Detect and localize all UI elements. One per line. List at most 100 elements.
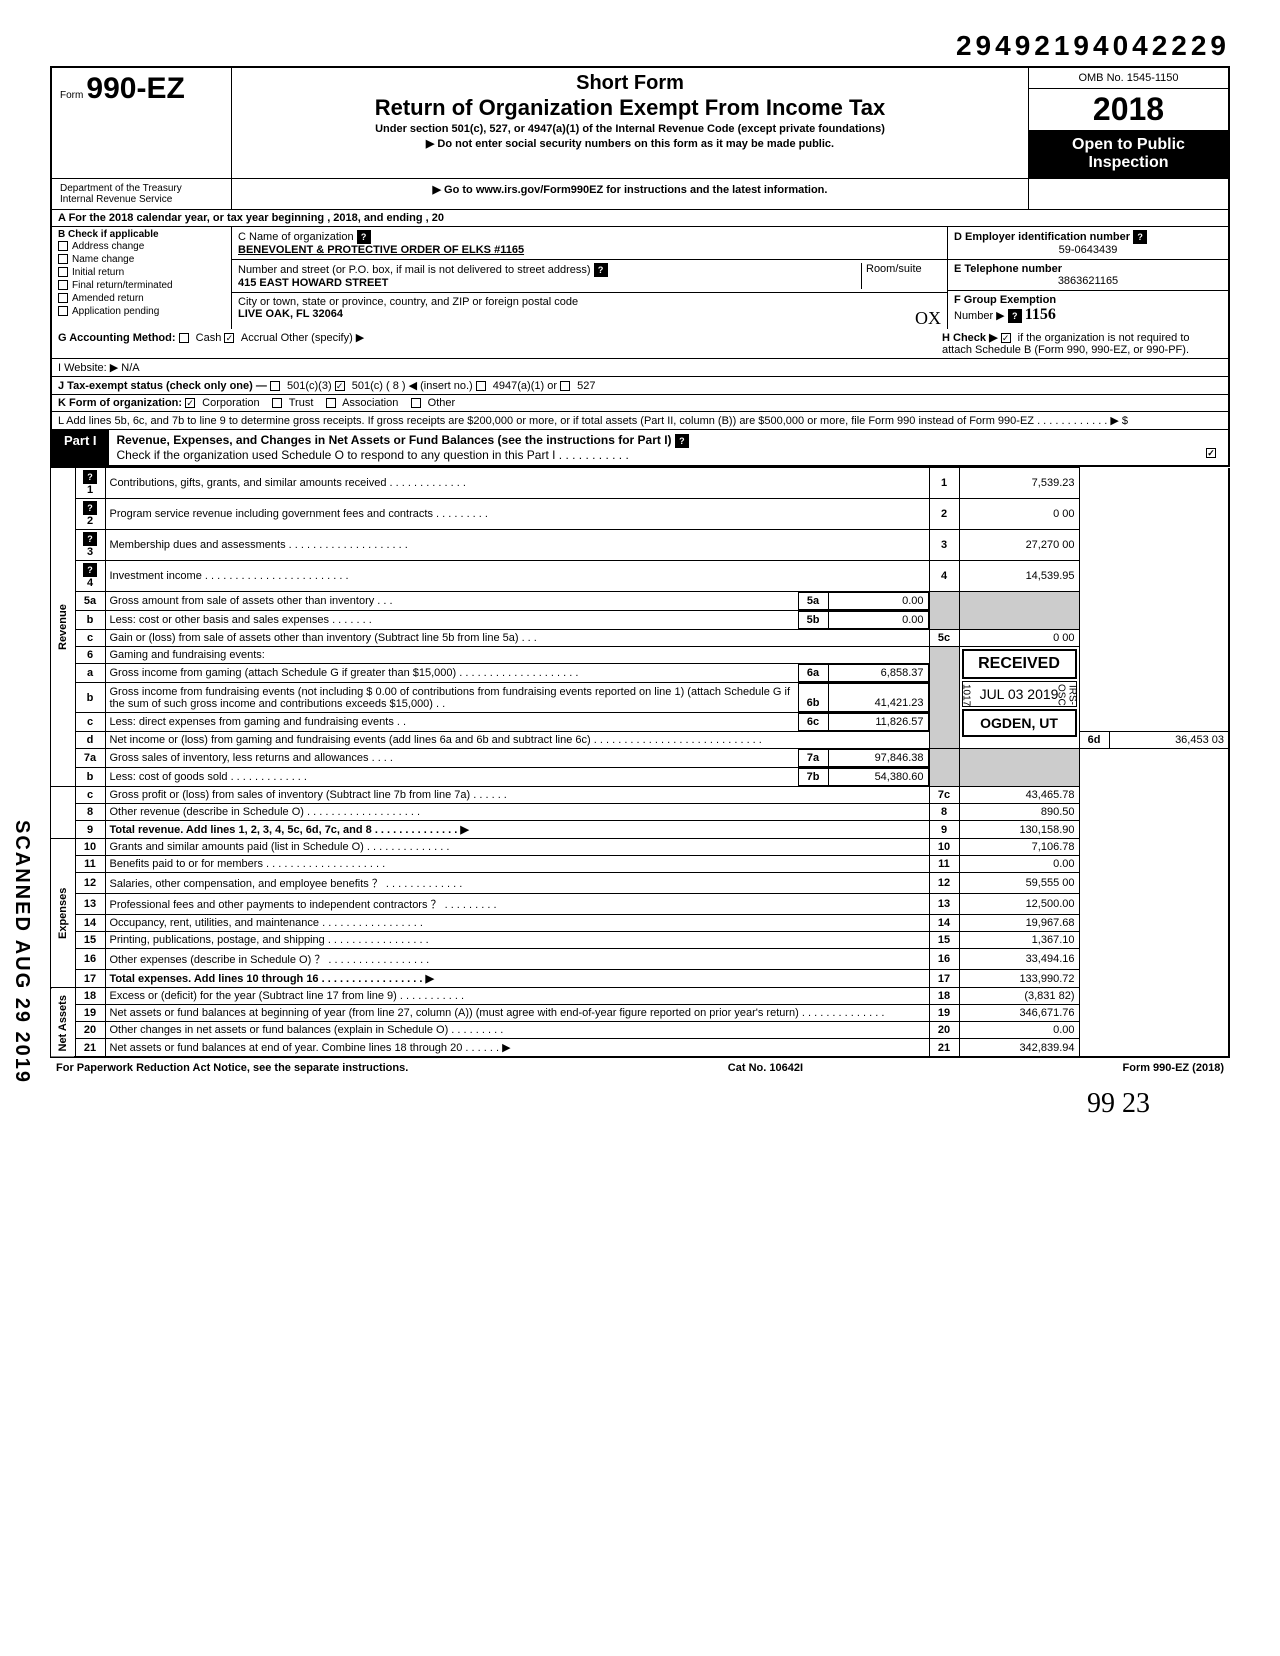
goto-note: ▶ Go to www.irs.gov/Form990EZ for instru… [232,179,1028,209]
city: LIVE OAK, FL 32064 [238,308,343,320]
help-icon[interactable]: ? [675,434,689,448]
footer-right: Form 990-EZ (2018) [1123,1062,1224,1074]
line-2-desc: Program service revenue including govern… [105,499,929,530]
cb-final[interactable] [58,280,68,290]
form-prefix: Form [60,90,83,101]
line-l: L Add lines 5b, 6c, and 7b to line 9 to … [50,412,1230,429]
cb-trust[interactable] [272,398,282,408]
line-14-amt: 19,967.68 [959,915,1079,932]
org-name-label: C Name of organization [238,231,354,243]
line-5b-desc: Less: cost or other basis and sales expe… [106,612,799,629]
cb-527[interactable] [560,381,570,391]
group-num: 1156 [1025,306,1056,323]
document-number: 29492194042229 [50,30,1230,62]
line-8-amt: 890.50 [959,804,1079,821]
addr-label: Number and street (or P.O. box, if mail … [238,264,591,276]
line-7b-amt: 54,380.60 [828,769,928,786]
cb-other[interactable] [411,398,421,408]
line-5c-amt: 0 00 [959,630,1079,647]
line-2-amt: 0 00 [959,499,1079,530]
cb-address-change[interactable] [58,241,68,251]
open-public-2: Inspection [1033,154,1224,172]
dept-irs: Internal Revenue Service [60,194,223,205]
line-5a-desc: Gross amount from sale of assets other t… [106,593,799,610]
line-7a-amt: 97,846.38 [828,750,928,767]
cb-501c3[interactable] [270,381,280,391]
cb-initial[interactable] [58,267,68,277]
side-expenses: Expenses [51,839,75,988]
cb-schedule-o[interactable] [1206,448,1216,458]
line-12-amt: 59,555 00 [959,873,1079,894]
line-4-amt: 14,539.95 [959,561,1079,592]
help-icon[interactable]: ? [1008,309,1022,323]
footer: For Paperwork Reduction Act Notice, see … [50,1058,1230,1078]
room-label: Room/suite [861,263,941,289]
info-grid: B Check if applicable Address change Nam… [50,227,1230,329]
line-19-desc: Net assets or fund balances at beginning… [105,1005,929,1022]
row-a: A For the 2018 calendar year, or tax yea… [50,210,1230,227]
line-16-amt: 33,494.16 [959,949,1079,970]
group-num-label: Number ▶ [954,310,1005,322]
part1-header: Part I Revenue, Expenses, and Changes in… [50,429,1230,467]
line-17-amt: 133,990.72 [959,970,1079,988]
line-18-desc: Excess or (deficit) for the year (Subtra… [105,988,929,1005]
line-6d-desc: Net income or (loss) from gaming and fun… [105,732,929,749]
cb-cash[interactable] [179,333,189,343]
main-table: Revenue ? 1 Contributions, gifts, grants… [50,467,1230,1058]
cb-accrual[interactable] [224,333,234,343]
cb-amended[interactable] [58,293,68,303]
cb-501c[interactable] [335,381,345,391]
line-8-desc: Other revenue (describe in Schedule O) .… [105,804,929,821]
line-15-amt: 1,367.10 [959,932,1079,949]
group-label: F Group Exemption [954,294,1056,306]
line-6c-amt: 11,826.57 [828,714,928,731]
city-label: City or town, state or province, country… [238,296,578,308]
cb-4947[interactable] [476,381,486,391]
title-short: Short Form [236,72,1024,95]
form-header: Form 990-EZ Short Form Return of Organiz… [50,66,1230,178]
cb-pending[interactable] [58,306,68,316]
footer-left: For Paperwork Reduction Act Notice, see … [56,1062,408,1074]
cb-corp[interactable] [185,398,195,408]
help-icon[interactable]: ? [594,263,608,277]
handwritten-note: 99 23 [50,1088,1230,1120]
line-15-desc: Printing, publications, postage, and shi… [105,932,929,949]
scanned-stamp: SCANNED AUG 29 2019 [10,820,33,1084]
title-main: Return of Organization Exempt From Incom… [236,95,1024,121]
ein: 59-0643439 [954,244,1222,256]
cb-assoc[interactable] [326,398,336,408]
line-7b-desc: Less: cost of goods sold . . . . . . . .… [106,769,799,786]
side-netassets: Net Assets [51,988,75,1058]
line-18-amt: (3,831 82) [959,988,1079,1005]
line-6a-amt: 6,858.37 [828,665,928,682]
received-stamp: RECEIVED [962,649,1077,679]
line-5a-amt: 0.00 [828,593,928,610]
cb-name-change[interactable] [58,254,68,264]
line-6b-desc: Gross income from fundraising events (no… [106,684,799,712]
line-i: I Website: ▶ N/A [50,359,1230,377]
line-6a-desc: Gross income from gaming (attach Schedul… [106,665,799,682]
line-11-amt: 0.00 [959,856,1079,873]
line-11-desc: Benefits paid to or for members . . . . … [105,856,929,873]
line-19-amt: 346,671.76 [959,1005,1079,1022]
form-name: 990-EZ [86,72,184,105]
part1-label: Part I [52,430,109,465]
title-sub: Under section 501(c), 527, or 4947(a)(1)… [236,123,1024,135]
dept-row: Department of the Treasury Internal Reve… [50,178,1230,210]
cb-schedule-b[interactable] [1001,333,1011,343]
help-icon[interactable]: ? [357,230,371,244]
line-g: G Accounting Method: [58,332,176,344]
line-14-desc: Occupancy, rent, utilities, and maintena… [105,915,929,932]
stamp-date: JUL 03 2019 [980,686,1059,702]
part1-check: Check if the organization used Schedule … [117,448,629,462]
line-6b-amt: 41,421.23 [828,684,928,712]
line-16-desc: Other expenses (describe in Schedule O) … [105,949,929,970]
col-b-header: B Check if applicable [58,229,225,240]
line-5b-amt: 0.00 [828,612,928,629]
title-note1: ▶ Do not enter social security numbers o… [236,137,1024,150]
line-20-desc: Other changes in net assets or fund bala… [105,1022,929,1039]
dept-treasury: Department of the Treasury [60,183,223,194]
open-public-1: Open to Public [1033,136,1224,154]
ein-label: D Employer identification number [954,231,1130,243]
help-icon[interactable]: ? [1133,230,1147,244]
